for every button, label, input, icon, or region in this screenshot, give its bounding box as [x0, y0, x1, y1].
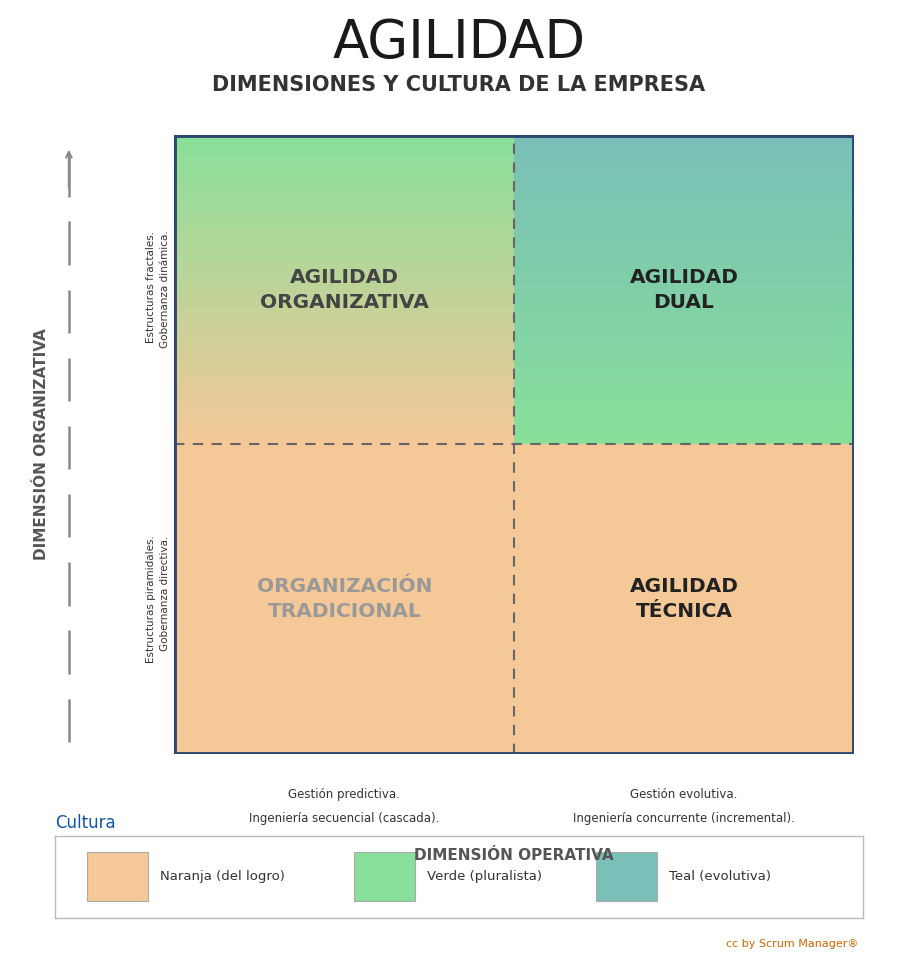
- Text: DIMENSIÓN ORGANIZATIVA: DIMENSIÓN ORGANIZATIVA: [34, 329, 49, 560]
- Text: Naranja (del logro): Naranja (del logro): [160, 871, 285, 883]
- Text: Gestión predictiva.: Gestión predictiva.: [288, 788, 400, 801]
- FancyBboxPatch shape: [87, 852, 148, 901]
- Text: Estructuras piramidales.
Gobernanza directiva.: Estructuras piramidales. Gobernanza dire…: [146, 535, 170, 663]
- Text: ORGANIZACIÓN
TRADICIONAL: ORGANIZACIÓN TRADICIONAL: [256, 578, 432, 622]
- Text: Estructuras fractales.
Gobernanza dinámica.: Estructuras fractales. Gobernanza dinámi…: [146, 231, 170, 349]
- Text: Ingeniería secuencial (cascada).: Ingeniería secuencial (cascada).: [249, 812, 440, 825]
- Text: AGILIDAD
ORGANIZATIVA: AGILIDAD ORGANIZATIVA: [260, 267, 429, 311]
- Text: Verde (pluralista): Verde (pluralista): [427, 871, 542, 883]
- Text: DIMENSIÓN OPERATIVA: DIMENSIÓN OPERATIVA: [414, 848, 614, 863]
- Text: Teal (evolutiva): Teal (evolutiva): [669, 871, 771, 883]
- Text: cc by Scrum Manager®: cc by Scrum Manager®: [726, 939, 858, 949]
- Text: AGILIDAD
TÉCNICA: AGILIDAD TÉCNICA: [630, 578, 738, 622]
- Text: DIMENSIONES Y CULTURA DE LA EMPRESA: DIMENSIONES Y CULTURA DE LA EMPRESA: [212, 75, 706, 94]
- Text: AGILIDAD: AGILIDAD: [332, 17, 586, 69]
- FancyBboxPatch shape: [597, 852, 657, 901]
- FancyBboxPatch shape: [354, 852, 415, 901]
- Text: Cultura: Cultura: [55, 814, 116, 832]
- Text: Gestión evolutiva.: Gestión evolutiva.: [631, 788, 737, 801]
- Text: Ingeniería concurrente (incremental).: Ingeniería concurrente (incremental).: [573, 812, 795, 825]
- Text: AGILIDAD
DUAL: AGILIDAD DUAL: [630, 267, 738, 311]
